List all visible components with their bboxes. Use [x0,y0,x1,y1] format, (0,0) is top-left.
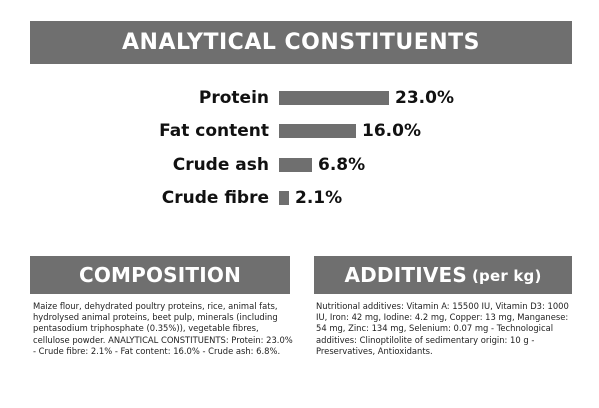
composition-title: COMPOSITION [78,263,242,287]
constituent-bar-protein [279,91,389,105]
constituent-row-crude-fibre: Crude fibre 2.1% [0,183,599,213]
constituent-value-crude-ash: 6.8% [318,155,366,175]
constituent-value-protein: 23.0% [395,88,454,108]
analytical-constituents-banner: ANALYTICAL CONSTITUENTS [30,21,572,64]
constituent-row-fat-content: Fat content 16.0% [0,116,599,146]
additives-title-suffix: (per kg) [472,267,542,285]
additives-banner: ADDITIVES (per kg) [314,256,572,294]
analytical-constituents-title: ANALYTICAL CONSTITUENTS [122,30,480,55]
constituent-bar-crude-ash [279,158,312,172]
composition-text: Maize flour, dehydrated poultry proteins… [33,301,293,356]
constituent-label-crude-fibre: Crude fibre [161,188,269,208]
constituent-row-crude-ash: Crude ash 6.8% [0,150,599,180]
constituent-bar-crude-fibre [279,191,289,205]
constituent-label-fat-content: Fat content [159,121,269,141]
constituent-row-protein: Protein 23.0% [0,83,599,113]
constituent-label-crude-ash: Crude ash [172,155,269,175]
constituent-value-crude-fibre: 2.1% [295,188,343,208]
additives-title: ADDITIVES [344,263,467,287]
additives-text: Nutritional additives: Vitamin A: 15500 … [316,301,569,356]
constituent-value-fat-content: 16.0% [362,121,421,141]
constituent-label-protein: Protein [198,88,269,108]
constituent-bar-fat-content [279,124,356,138]
composition-banner: COMPOSITION [30,256,290,294]
